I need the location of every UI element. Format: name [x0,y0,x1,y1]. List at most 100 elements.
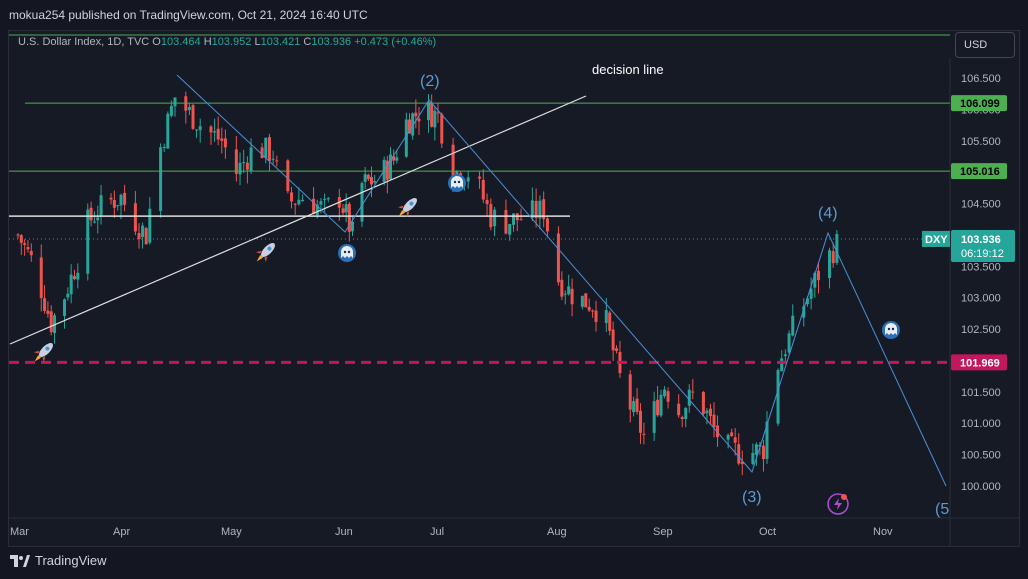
candle-body [363,174,367,182]
candle-body [466,177,470,182]
candle-body [440,114,444,144]
candle-body [411,113,415,136]
candle-body [511,213,515,225]
candle-body [351,221,354,232]
candle-body [417,118,421,122]
close-value: 103.936 [311,36,352,48]
currency-button[interactable]: USD [955,32,1015,58]
level-price-label: 106.099 [960,98,1000,110]
candle-body [209,126,213,133]
candle-body [245,162,249,170]
candle-body [780,358,784,372]
candle-body [787,333,791,353]
x-tick-label: Aug [547,526,567,538]
candle-body [563,293,567,295]
ghost-eye [343,250,347,254]
tradingview-logo-icon [10,554,30,567]
candle-body [223,138,227,148]
high-value: 103.952 [211,36,252,48]
symbol-name: U.S. Dollar Index, 1D, TVC [18,36,150,48]
candle-body [249,147,253,172]
candle-body [816,270,820,281]
rocket-window [45,346,50,351]
y-tick-label: 100.000 [961,481,1001,493]
candle-body [63,299,67,316]
chart-frame[interactable] [8,30,1020,547]
candle-body [76,272,80,280]
candle-body [663,389,667,397]
ghost-icon [338,244,356,262]
candle-body [385,160,389,180]
rocket-flame [256,254,264,262]
candle-body [366,174,370,180]
candle-body [297,199,301,205]
wave-path [176,74,947,487]
candle-body [323,198,327,200]
open-label: O [152,36,161,48]
close-label: C [303,36,312,48]
candle-body [137,233,141,239]
x-tick-label: Sep [653,526,673,538]
candle-body [216,128,220,140]
candle-body [538,200,542,219]
symbol-legend: U.S. Dollar Index, 1D, TVC O103.464 H103… [18,36,436,48]
candle-body [687,389,691,406]
x-tick-label: Oct [759,526,776,538]
y-tick-label: 101.500 [961,387,1001,399]
candle-body [765,421,769,459]
candle-body [556,233,560,283]
candle-body [293,203,297,205]
candle-body [389,154,392,180]
candle-body [49,311,53,333]
rocket-flame [34,354,42,362]
x-tick-label: Mar [10,526,29,538]
candle-body [96,217,100,221]
candle-body [828,250,832,279]
candle-body [726,434,730,440]
flash-dot [841,494,847,500]
candle-body [341,208,345,214]
candle-body [144,228,148,245]
candle-body [628,374,632,410]
candle-body [712,414,716,428]
wave-label-2: (2) [420,73,440,90]
ghost-eye [347,250,351,254]
candle-body [451,144,455,185]
candle-body [29,251,33,256]
candle-body [708,408,712,416]
candle-body [604,310,608,323]
candle-body [427,102,430,121]
candle-body [198,126,202,131]
tradingview-logo[interactable]: TradingView [10,553,107,568]
current-price-label: 103.936 [961,234,1001,246]
wave-label-4: (4) [818,205,838,222]
candle-body [242,162,246,164]
y-tick-label: 104.500 [961,199,1001,211]
y-tick-label: 106.500 [961,73,1001,85]
candle-body [751,452,755,464]
open-value: 103.464 [160,36,201,48]
candle-body [733,437,737,443]
candle-body [831,251,835,264]
candle-body [326,198,330,200]
candle-body [802,306,806,318]
rocket-icon [397,198,417,218]
level-price-label: 101.969 [960,357,1000,369]
candle-body [545,218,549,232]
candle-body [53,315,57,333]
decision-line [9,95,587,345]
rocket-window [409,201,414,206]
candle-body [119,194,123,206]
candle-body [508,224,512,235]
candle-body [66,293,70,298]
candle-body [290,192,294,202]
candle-body [344,204,348,213]
y-tick-label: 100.500 [961,450,1001,462]
candle-body [635,398,639,412]
candle-body [530,200,534,218]
ghost-body [341,246,353,258]
candle-body [392,156,396,161]
candle-body [652,401,656,433]
candle-body [162,146,166,148]
